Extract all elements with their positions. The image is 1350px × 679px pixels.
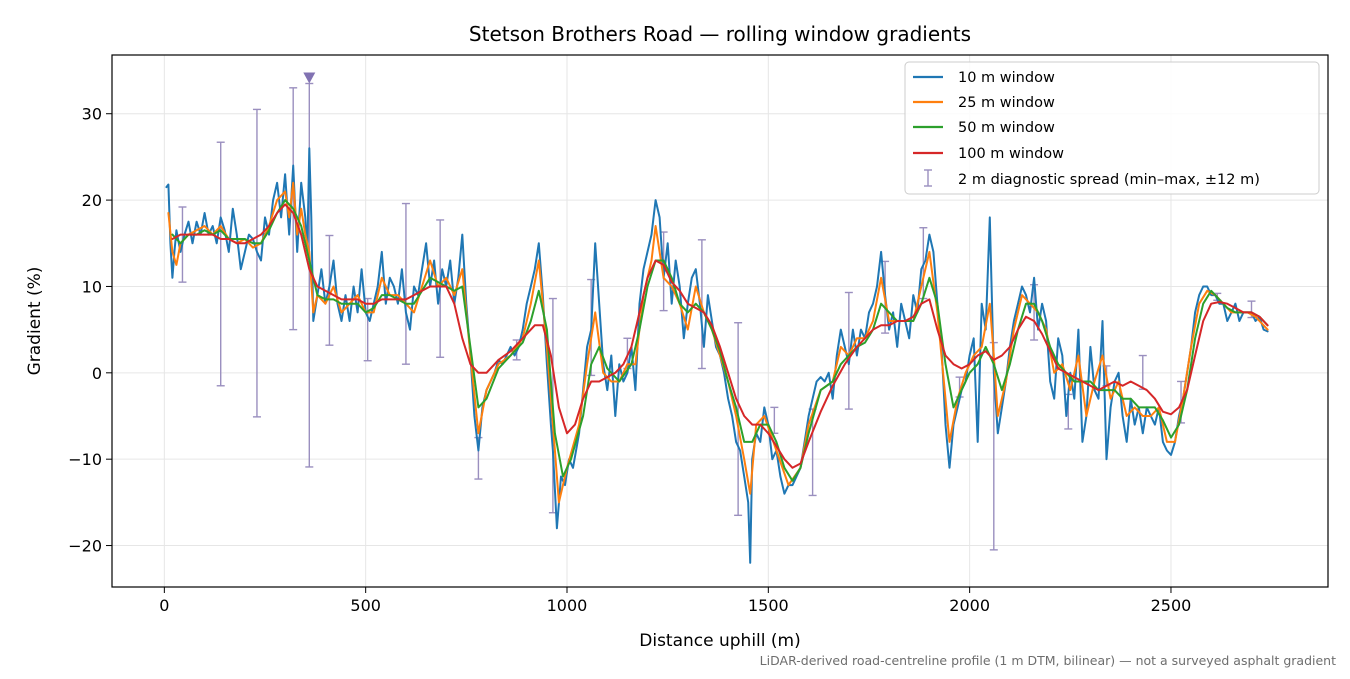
plot-frame bbox=[111, 54, 1329, 588]
y-tick-label: 10 bbox=[82, 277, 102, 296]
x-tick-label: 500 bbox=[350, 596, 381, 615]
y-tick-label: 0 bbox=[92, 364, 102, 383]
x-tick-label: 0 bbox=[159, 596, 169, 615]
legend-label-10m: 10 m window bbox=[958, 70, 1055, 86]
legend-label-100m: 100 m window bbox=[958, 146, 1064, 162]
legend-swatch-errorbar bbox=[924, 169, 932, 187]
errorbar bbox=[252, 108, 261, 418]
y-tick-label: 30 bbox=[82, 105, 102, 124]
x-axis-title: Distance uphill (m) bbox=[639, 631, 800, 651]
legend-box bbox=[904, 61, 1320, 195]
series-line-w10 bbox=[165, 147, 1269, 564]
errorbar bbox=[216, 141, 225, 387]
marker-group bbox=[303, 72, 316, 84]
x-tick-label: 2500 bbox=[1151, 596, 1192, 615]
axis-ticks: 0 500 1000 1500 2000 2500 −20 −10 0 10 20 30 bbox=[68, 105, 1191, 615]
x-tick-label: 1500 bbox=[748, 596, 789, 615]
grid bbox=[112, 55, 1328, 587]
y-tick-label: −20 bbox=[68, 537, 102, 556]
y-tick-label: 20 bbox=[82, 191, 102, 210]
legend-label-errorbar: 2 m diagnostic spread (min–max, ±12 m) bbox=[958, 172, 1260, 188]
x-tick-label: 2000 bbox=[949, 596, 990, 615]
chart-title: Stetson Brothers Road — rolling window g… bbox=[469, 22, 971, 46]
legend-label-50m: 50 m window bbox=[958, 120, 1055, 136]
line-series-group bbox=[165, 147, 1269, 564]
series-line-w25 bbox=[167, 181, 1269, 504]
series-line-w50 bbox=[171, 199, 1269, 482]
legend: 10 m window 25 m window 50 m window 100 … bbox=[904, 61, 1320, 195]
legend-label-25m: 25 m window bbox=[958, 95, 1055, 111]
peak-marker-triangle bbox=[303, 72, 316, 84]
footnote: LiDAR-derived road-centreline profile (1… bbox=[760, 653, 1336, 668]
y-axis-title: Gradient (%) bbox=[25, 267, 45, 376]
errorbar bbox=[401, 202, 410, 365]
x-tick-label: 1000 bbox=[547, 596, 588, 615]
series-line-w100 bbox=[171, 203, 1269, 469]
errorbar bbox=[844, 291, 853, 410]
y-tick-label: −10 bbox=[68, 450, 102, 469]
